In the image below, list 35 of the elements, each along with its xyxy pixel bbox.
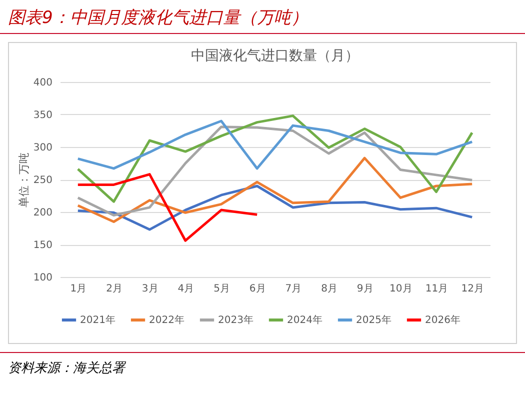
x-tick-label: 6月 [249,284,266,294]
legend-label: 2025年 [356,314,392,326]
y-tick-label: 400 [33,78,52,88]
x-tick-label: 7月 [285,284,302,294]
text: 资料来源：海关总署 [0,352,525,377]
x-tick-label: 10月 [390,284,412,294]
line-series [76,184,474,231]
legend-label: 2022年 [149,314,184,326]
x-tick-label: 3月 [142,284,158,294]
line-series [76,173,258,242]
y-tick-label: 200 [33,208,52,218]
chart-title: 中国液化气进口数量（月） [191,48,359,64]
y-tick-label: 100 [33,272,52,284]
x-tick-label: 12月 [461,284,484,294]
x-tick-label: 8月 [321,284,338,294]
line-series [76,126,474,216]
y-tick-label: 350 [33,110,52,121]
x-tick-label: 4月 [178,284,194,294]
x-tick-label: 9月 [356,284,374,294]
x-tick-label: 1月 [70,284,87,294]
x-tick-label: 5月 [214,284,230,294]
line-series [76,156,474,223]
line-series [76,120,474,170]
legend-label: 2021年 [80,314,116,326]
line-series [76,114,474,203]
x-tick-label: 2月 [106,284,122,294]
y-tick-label: 300 [33,142,52,154]
y-tick-label: 150 [33,240,52,251]
chart-subtitle: 图表9：中国月度液化气进口量（万吨） [0,0,525,34]
y-tick-label: 250 [33,175,52,186]
y-axis-title: 单位：万吨 [17,152,30,208]
x-tick-label: 11月 [425,284,448,294]
legend-label: 2023年 [218,314,254,326]
legend-label: 2024年 [287,314,322,326]
legend-label: 2026年 [425,314,460,326]
